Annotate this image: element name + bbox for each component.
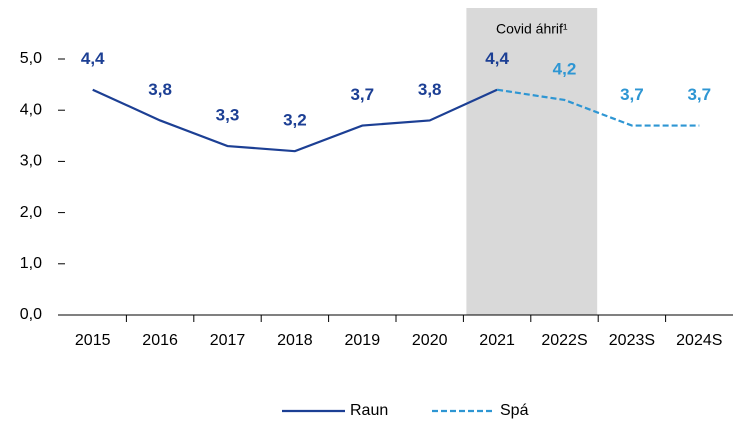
x-tick-label: 2015 [75,332,111,349]
legend-label: Raun [350,402,388,419]
value-label: 3,7 [620,85,644,104]
x-tick-label: 2021 [479,332,515,349]
value-label: 3,7 [350,85,374,104]
value-label: 4,4 [81,49,105,68]
value-label: 4,4 [485,49,509,68]
value-label: 3,2 [283,111,307,130]
x-tick-label: 2018 [277,332,313,349]
value-label: 4,2 [553,59,577,78]
y-tick-label: 5,0 [20,50,42,67]
x-tick-label: 2017 [210,332,246,349]
x-tick-label: 2022S [541,332,587,349]
x-tick-label: 2024S [676,332,722,349]
x-tick-label: 2020 [412,332,448,349]
y-tick-label: 2,0 [20,204,42,221]
value-label: 3,8 [148,80,172,99]
value-label: 3,7 [687,85,711,104]
value-label: 3,8 [418,80,442,99]
annotation-text: Covid áhrif¹ [496,21,568,37]
y-tick-label: 4,0 [20,101,42,118]
covid-shade [466,8,598,315]
legend-label: Spá [500,402,529,419]
x-tick-label: 2019 [345,332,381,349]
x-tick-label: 2023S [609,332,655,349]
series-line [92,88,498,153]
y-tick-label: 3,0 [20,153,42,170]
y-tick-label: 1,0 [20,255,42,272]
value-label: 3,3 [216,106,240,125]
series-line [496,88,700,127]
x-tick-label: 2016 [142,332,178,349]
y-tick-label: 0,0 [20,306,42,323]
